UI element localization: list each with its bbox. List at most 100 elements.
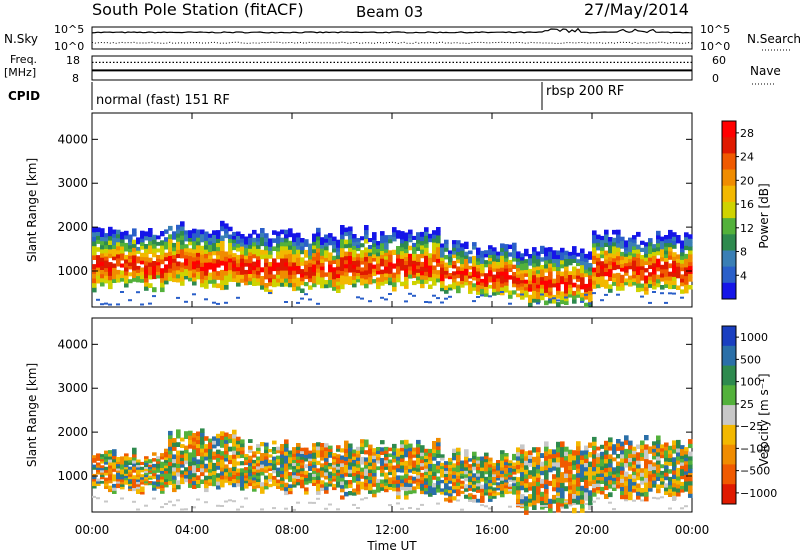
scatter-cell xyxy=(376,270,381,275)
scatter-cell xyxy=(244,258,249,263)
scatter-cell xyxy=(112,267,117,272)
scatter-cell xyxy=(476,489,481,493)
y-tick-label: 4000 xyxy=(57,132,88,146)
scatter-cell xyxy=(412,263,417,268)
scatter-cell xyxy=(224,436,229,441)
scatter-cell xyxy=(100,277,105,283)
scatter-cell xyxy=(376,262,381,268)
scatter-cell xyxy=(680,248,685,253)
scatter-cell xyxy=(608,284,613,289)
scatter-cell xyxy=(620,267,625,272)
scatter-cell xyxy=(456,468,461,473)
scatter-cell xyxy=(360,274,365,279)
scatter-cell xyxy=(468,478,473,483)
scatter-cell xyxy=(256,255,261,260)
scatter-cell xyxy=(612,277,617,282)
scatter-cell xyxy=(680,263,685,268)
scatter-cell xyxy=(344,263,349,269)
scatter-cell xyxy=(652,469,657,474)
scatter-cell xyxy=(148,475,153,478)
scatter-cell xyxy=(576,262,581,267)
scatter-cell xyxy=(204,270,209,276)
scatter-cell xyxy=(552,254,557,259)
scatter-cell xyxy=(644,257,649,262)
scatter-cell xyxy=(160,481,165,486)
scatter-cell xyxy=(452,247,457,252)
scatter-cell xyxy=(552,486,557,492)
scatter-cell xyxy=(108,244,113,250)
scatter-cell xyxy=(212,481,217,487)
scatter-cell xyxy=(328,283,333,288)
scatter-cell xyxy=(256,244,261,249)
scatter-cell xyxy=(592,466,597,472)
scatter-cell xyxy=(428,284,433,289)
scatter-cell xyxy=(448,467,453,472)
scatter-cell xyxy=(204,436,209,441)
scatter-cell xyxy=(484,476,489,481)
scatter-cell xyxy=(600,455,605,460)
scatter-cell xyxy=(172,254,177,259)
scatter-cell xyxy=(496,469,501,473)
scatter-cell xyxy=(644,477,649,483)
scatter-cell xyxy=(176,442,181,447)
scatter-cell xyxy=(384,446,389,451)
scatter-cell xyxy=(588,302,592,305)
scatter-cell xyxy=(312,248,317,254)
scatter-cell xyxy=(632,474,637,479)
scatter-cell xyxy=(136,291,140,294)
scatter-cell xyxy=(456,270,461,275)
scatter-cell xyxy=(500,247,505,252)
scatter-cell xyxy=(316,442,321,447)
scatter-cell xyxy=(312,482,317,486)
colorbar-swatch xyxy=(722,185,736,203)
scatter-cell xyxy=(364,229,369,235)
scatter-cell xyxy=(628,279,633,284)
scatter-cell xyxy=(608,466,613,472)
scatter-cell xyxy=(500,483,505,488)
scatter-cell xyxy=(640,491,645,497)
scatter-cell xyxy=(536,266,541,271)
scatter-cell xyxy=(592,284,597,289)
scatter-cell xyxy=(412,450,417,455)
scatter-cell xyxy=(260,254,265,260)
scatter-cell xyxy=(216,437,221,443)
scatter-cell xyxy=(332,255,337,261)
scatter-cell xyxy=(484,491,489,496)
scatter-cell xyxy=(200,266,205,271)
scatter-cell xyxy=(228,234,233,239)
scatter-cell xyxy=(656,282,661,288)
scatter-cell xyxy=(488,507,492,510)
scatter-cell xyxy=(108,235,113,241)
scatter-cell xyxy=(260,228,265,233)
scatter-cell xyxy=(408,245,413,251)
scatter-cell xyxy=(308,251,313,256)
scatter-cell xyxy=(392,443,397,449)
scatter-cell xyxy=(100,474,105,477)
scatter-cell xyxy=(100,460,105,464)
scatter-cell xyxy=(484,470,489,475)
scatter-cell xyxy=(508,462,513,466)
scatter-cell xyxy=(300,245,305,251)
scatter-cell xyxy=(272,278,277,284)
scatter-cell xyxy=(532,278,537,283)
scatter-cell xyxy=(416,474,421,479)
scatter-cell xyxy=(204,483,209,489)
scatter-cell xyxy=(544,280,549,285)
scatter-cell xyxy=(540,478,545,484)
scatter-cell xyxy=(372,242,377,248)
scatter-cell xyxy=(112,240,117,246)
scatter-cell xyxy=(504,476,509,480)
scatter-cell xyxy=(320,276,325,281)
scatter-cell xyxy=(304,260,309,265)
scatter-cell xyxy=(396,253,401,259)
scatter-cell xyxy=(472,286,477,291)
scatter-cell xyxy=(516,283,521,288)
scatter-cell xyxy=(428,459,433,464)
scatter-cell xyxy=(508,472,513,475)
scatter-cell xyxy=(464,264,469,269)
scatter-cell xyxy=(364,475,369,480)
scatter-cell xyxy=(104,275,109,280)
scatter-cell xyxy=(336,243,341,248)
scatter-cell xyxy=(132,447,137,452)
scatter-cell xyxy=(516,477,521,482)
